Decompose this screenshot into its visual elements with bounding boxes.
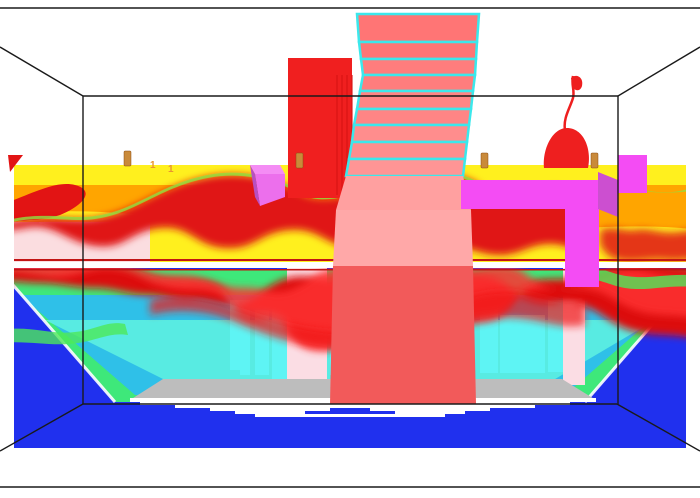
svg-text:1: 1	[150, 160, 156, 171]
svg-text:1: 1	[168, 164, 174, 175]
